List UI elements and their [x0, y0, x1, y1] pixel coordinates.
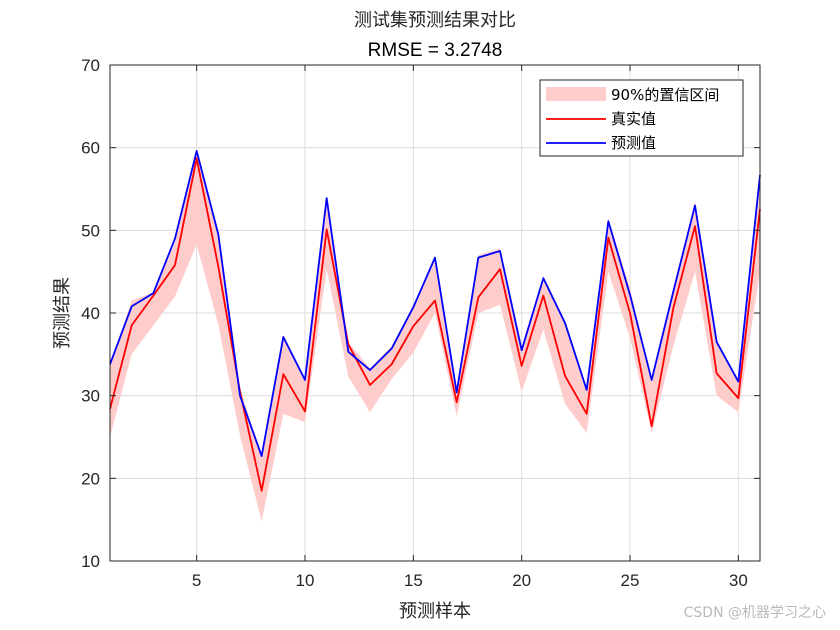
y-tick-label: 20: [81, 469, 100, 488]
y-tick-label: 70: [81, 56, 100, 75]
x-tick-label: 15: [404, 571, 423, 590]
axis-ticks: 5 10 15 20 25 30 10 20 30 40 50 60 70: [81, 56, 760, 590]
x-tick-label: 20: [512, 571, 531, 590]
legend-label-actual: 真实值: [611, 110, 656, 128]
legend-label-predicted: 预测值: [611, 134, 656, 152]
x-tick-label: 30: [729, 571, 748, 590]
y-tick-label: 60: [81, 139, 100, 158]
x-axis-label: 预测样本: [399, 601, 471, 622]
series-lines: [109, 150, 761, 492]
x-tick-label: 10: [296, 571, 315, 590]
y-tick-label: 10: [81, 552, 100, 571]
watermark: CSDN @机器学习之心: [683, 605, 826, 621]
legend-label-band: 90%的置信区间: [611, 86, 719, 104]
x-tick-label: 25: [621, 571, 640, 590]
actual-line: [109, 157, 761, 492]
y-tick-label: 40: [81, 304, 100, 323]
legend: 90%的置信区间 真实值 预测值: [539, 79, 744, 157]
x-tick-label: 5: [192, 571, 201, 590]
legend-swatch-band: [546, 87, 606, 101]
y-tick-label: 30: [81, 387, 100, 406]
chart-title: 测试集预测结果对比: [354, 10, 516, 31]
chart-subtitle: RMSE = 3.2748: [368, 40, 503, 61]
y-axis-label: 预测结果: [52, 277, 73, 349]
predicted-line: [109, 150, 761, 457]
y-tick-label: 50: [81, 221, 100, 240]
